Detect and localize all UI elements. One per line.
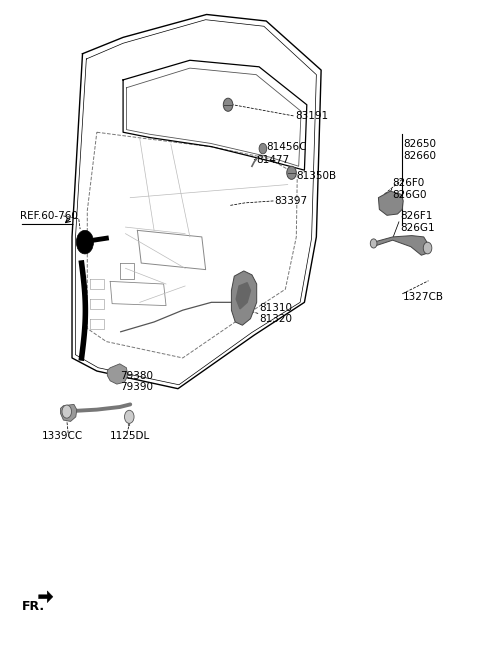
Circle shape <box>370 239 377 248</box>
Text: 81310: 81310 <box>259 303 292 313</box>
Polygon shape <box>60 405 77 421</box>
Text: 826F1: 826F1 <box>400 211 432 221</box>
Circle shape <box>259 143 267 154</box>
Text: 826G0: 826G0 <box>393 190 427 200</box>
Text: FR.: FR. <box>22 600 45 613</box>
Circle shape <box>124 410 134 423</box>
Circle shape <box>62 405 72 418</box>
Polygon shape <box>378 191 403 215</box>
Circle shape <box>423 242 432 254</box>
Text: 83191: 83191 <box>295 111 328 121</box>
Text: 79390: 79390 <box>120 382 153 392</box>
Polygon shape <box>236 283 251 309</box>
Text: 1339CC: 1339CC <box>42 432 83 442</box>
Text: 81477: 81477 <box>257 154 290 165</box>
Polygon shape <box>231 271 257 325</box>
Circle shape <box>287 166 296 179</box>
Text: 1125DL: 1125DL <box>110 432 150 442</box>
Text: 82650: 82650 <box>403 139 436 149</box>
Text: 81320: 81320 <box>259 314 292 325</box>
Text: 81456C: 81456C <box>266 142 307 152</box>
Text: 826G1: 826G1 <box>400 223 434 233</box>
Text: 826F0: 826F0 <box>393 178 425 189</box>
Text: 1327CB: 1327CB <box>403 292 444 302</box>
Text: REF.60-760: REF.60-760 <box>20 211 77 221</box>
Polygon shape <box>38 591 53 602</box>
Text: 79380: 79380 <box>120 371 153 380</box>
Text: 83397: 83397 <box>275 196 308 206</box>
Text: 82660: 82660 <box>403 151 436 161</box>
Circle shape <box>76 231 94 254</box>
Circle shape <box>223 98 233 111</box>
Text: 81350B: 81350B <box>296 171 336 181</box>
Polygon shape <box>372 236 429 255</box>
Polygon shape <box>108 364 128 384</box>
